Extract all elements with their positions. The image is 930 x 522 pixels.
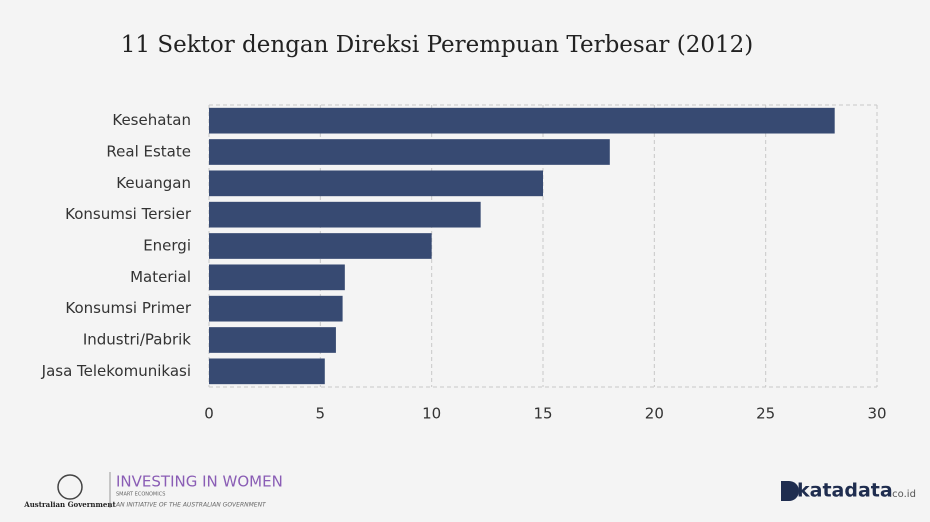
bar (209, 170, 543, 197)
bar (209, 139, 610, 165)
y-tick-label: Energi (143, 237, 191, 255)
y-tick-label: Kesehatan (112, 111, 191, 129)
initiative: AN INITIATIVE OF THE AUSTRALIAN GOVERNME… (115, 502, 267, 509)
crest (57, 474, 83, 500)
brand-icon (781, 481, 799, 501)
y-tick-label: Konsumsi Tersier (65, 205, 192, 223)
y-tick-label: Konsumsi Primer (65, 299, 191, 317)
x-tick-label: 5 (316, 405, 326, 423)
y-tick-label: Real Estate (106, 143, 191, 161)
footer-right: katadata .co.id (781, 480, 916, 502)
y-tick-label: Industri/Pabrik (83, 331, 191, 349)
x-tick-label: 30 (867, 405, 886, 423)
x-tick-label: 25 (756, 405, 775, 423)
footer-left: Australian Government INVESTING IN WOMEN… (23, 472, 283, 509)
bar (209, 358, 325, 385)
y-tick-label: Material (130, 268, 191, 286)
x-tick-label: 15 (533, 405, 552, 423)
x-tick-label: 10 (422, 405, 441, 423)
y-tick-label: Keuangan (116, 174, 191, 192)
brand-suffix: .co.id (889, 489, 916, 500)
y-tick-label: Jasa Telekomunikasi (41, 362, 191, 380)
chart-title: 11 Sektor dengan Direksi Perempuan Terbe… (121, 32, 753, 58)
brand: katadata (797, 480, 893, 502)
program-sub: SMART ECONOMICS (116, 492, 165, 498)
bar (209, 295, 343, 322)
bar (209, 264, 345, 291)
bar (209, 107, 835, 134)
x-tick-label: 0 (204, 405, 214, 423)
bar (209, 233, 432, 259)
government: Australian Government (23, 500, 116, 509)
bar (209, 327, 336, 353)
bar (209, 201, 481, 228)
x-tick-label: 20 (645, 405, 664, 423)
program: INVESTING IN WOMEN (116, 473, 283, 491)
